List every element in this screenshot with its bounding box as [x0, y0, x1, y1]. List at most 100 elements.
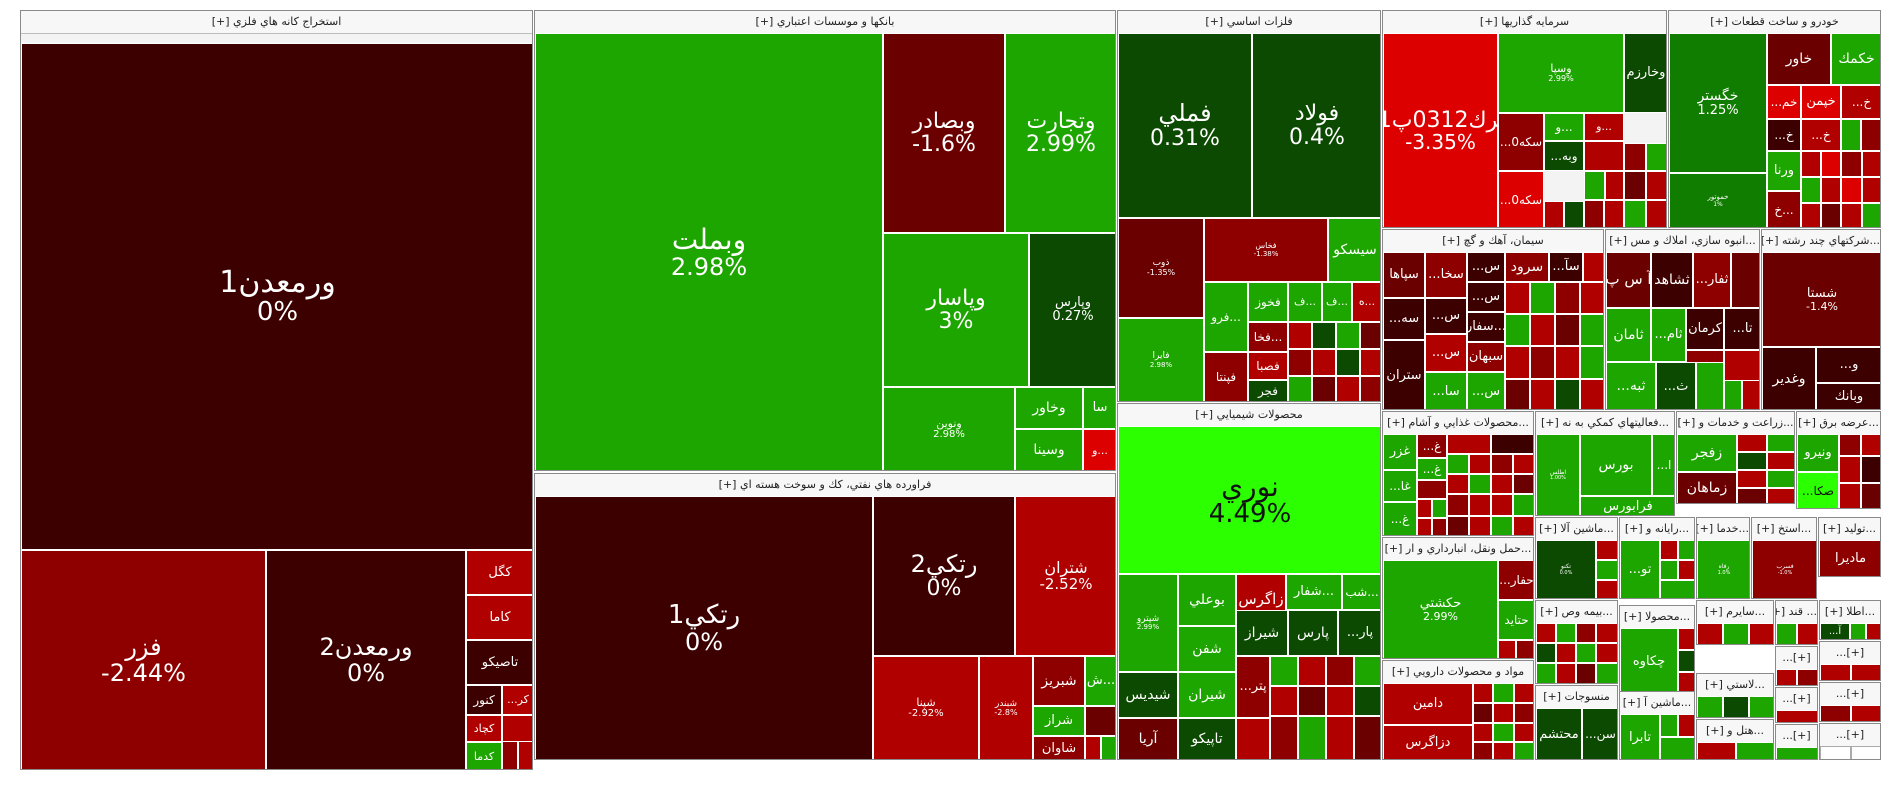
stock-tile[interactable]	[1336, 322, 1360, 349]
stock-tile[interactable]: وبصادر -1.6%	[883, 33, 1005, 233]
stock-tile[interactable]	[1101, 736, 1115, 759]
stock-tile[interactable]: ثشاهد	[1651, 252, 1693, 308]
stock-tile[interactable]	[1556, 623, 1576, 643]
stock-tile[interactable]: فپنتا	[1204, 352, 1248, 401]
stock-tile[interactable]	[1447, 434, 1491, 454]
stock-tile[interactable]: شبريز	[1033, 656, 1085, 706]
stock-tile[interactable]: كاما	[466, 595, 532, 640]
stock-tile[interactable]: فايرا 2.98%	[1118, 318, 1204, 401]
stock-tile[interactable]: ...ثبه	[1606, 362, 1656, 409]
stock-tile[interactable]: بوعلي	[1178, 574, 1236, 626]
stock-tile[interactable]	[1312, 322, 1336, 349]
stock-tile[interactable]: شيراز	[1236, 610, 1288, 656]
stock-tile[interactable]: ...غا	[1383, 470, 1417, 502]
sector-title[interactable]: ...بيمه وص [+]	[1536, 601, 1617, 624]
stock-tile[interactable]: كگل	[466, 550, 532, 595]
stock-tile[interactable]: ذوب -1.35%	[1118, 218, 1204, 318]
stock-tile[interactable]	[1737, 434, 1767, 452]
stock-tile[interactable]	[1493, 742, 1514, 759]
stock-tile[interactable]	[1678, 628, 1694, 650]
stock-tile[interactable]: ...كر	[502, 685, 532, 715]
stock-tile[interactable]	[1646, 200, 1666, 227]
stock-tile[interactable]	[1749, 623, 1773, 644]
stock-tile[interactable]: فصبا	[1248, 352, 1288, 380]
stock-tile[interactable]: ...غ	[1417, 434, 1447, 458]
stock-tile[interactable]: سرود	[1505, 252, 1549, 282]
stock-tile[interactable]: و...	[1083, 429, 1115, 470]
sector-title[interactable]: ...شركتهاي چند رشته [+]	[1762, 230, 1880, 253]
sector-title[interactable]: [+]...	[1776, 725, 1817, 748]
stock-tile[interactable]	[1432, 518, 1447, 535]
sector-title[interactable]: منسوجات [+]	[1536, 686, 1617, 709]
stock-tile[interactable]	[1697, 696, 1723, 717]
stock-tile[interactable]: ...ثفار	[1693, 252, 1731, 308]
stock-tile[interactable]: فرو...	[1204, 282, 1248, 352]
sector-title[interactable]: ...هتل و [+]	[1697, 720, 1773, 743]
sector-title[interactable]: [+]...	[1820, 683, 1880, 706]
stock-tile[interactable]	[1851, 664, 1880, 680]
stock-tile[interactable]: ...وبه	[1544, 141, 1584, 171]
stock-tile[interactable]: تاصيكو	[466, 640, 532, 685]
stock-tile[interactable]	[1723, 696, 1749, 717]
stock-tile[interactable]	[1326, 656, 1354, 686]
stock-tile[interactable]: تاپيكو	[1178, 718, 1236, 759]
sector-title[interactable]: خودرو و ساخت قطعات [+]	[1669, 11, 1880, 34]
stock-tile[interactable]	[1646, 171, 1666, 200]
sector-title[interactable]: ...توليد [+]	[1819, 518, 1880, 541]
stock-tile[interactable]	[1360, 322, 1380, 349]
stock-tile[interactable]: ...غ	[1383, 502, 1417, 535]
stock-tile[interactable]	[1513, 474, 1533, 494]
stock-tile[interactable]	[1493, 703, 1514, 723]
stock-tile[interactable]: خ...	[1767, 191, 1801, 227]
stock-tile[interactable]	[1801, 177, 1821, 203]
stock-tile[interactable]: شفار...	[1286, 574, 1342, 610]
stock-tile[interactable]	[1491, 434, 1533, 454]
stock-tile[interactable]: فسرب -1.0%	[1752, 540, 1816, 598]
stock-tile[interactable]: شب...	[1342, 574, 1380, 610]
stock-tile[interactable]: خكمك	[1831, 33, 1880, 85]
stock-tile[interactable]: وپارس 0.27%	[1029, 233, 1115, 387]
stock-tile[interactable]	[1584, 200, 1604, 227]
stock-tile[interactable]	[1660, 737, 1694, 759]
stock-tile[interactable]: سا	[1083, 387, 1115, 429]
stock-tile[interactable]	[1605, 171, 1624, 200]
stock-tile[interactable]: ...ا	[1652, 434, 1674, 496]
sector-title[interactable]: سيمان، آهك و گچ [+]	[1383, 230, 1603, 253]
stock-tile[interactable]: فخا...	[1248, 322, 1288, 352]
stock-tile[interactable]	[1580, 282, 1603, 314]
stock-tile[interactable]	[1604, 200, 1624, 227]
stock-tile[interactable]: سبهان	[1467, 342, 1505, 372]
stock-tile[interactable]	[1584, 171, 1605, 200]
stock-tile[interactable]: شفن	[1178, 626, 1236, 672]
stock-tile[interactable]	[1839, 456, 1861, 483]
stock-tile[interactable]	[1596, 663, 1617, 683]
stock-tile[interactable]: بورس	[1580, 434, 1652, 496]
stock-tile[interactable]	[1767, 452, 1794, 470]
stock-tile[interactable]	[1556, 663, 1576, 683]
stock-tile[interactable]	[1678, 650, 1694, 672]
stock-tile[interactable]	[1737, 488, 1767, 503]
stock-tile[interactable]: ...سخا	[1425, 252, 1467, 298]
sector-title[interactable]: [+]...	[1820, 724, 1880, 747]
sector-title[interactable]: [+]...	[1820, 642, 1880, 665]
stock-tile[interactable]: ...خ	[1841, 85, 1880, 119]
stock-tile[interactable]	[1678, 540, 1694, 560]
stock-tile[interactable]	[1797, 623, 1817, 644]
stock-tile[interactable]	[1270, 656, 1298, 686]
stock-tile[interactable]: آريا	[1118, 718, 1178, 759]
stock-tile[interactable]	[1678, 714, 1694, 737]
stock-tile[interactable]	[1536, 623, 1556, 643]
stock-tile[interactable]	[1417, 518, 1432, 535]
stock-tile[interactable]: ف...	[1288, 282, 1322, 322]
stock-tile[interactable]	[1555, 314, 1580, 346]
stock-tile[interactable]: فولاد 0.4%	[1252, 33, 1380, 218]
stock-tile[interactable]	[1678, 672, 1694, 694]
sector-title[interactable]: ... قند [+]	[1776, 601, 1817, 624]
stock-tile[interactable]: تكنو 0.0%	[1536, 540, 1596, 598]
stock-tile[interactable]	[1861, 456, 1880, 483]
stock-tile[interactable]	[1417, 480, 1447, 499]
stock-tile[interactable]	[1312, 349, 1336, 376]
stock-tile[interactable]	[1298, 716, 1326, 759]
stock-tile[interactable]	[1555, 346, 1580, 379]
stock-tile[interactable]: رتكي2 0%	[873, 496, 1015, 656]
